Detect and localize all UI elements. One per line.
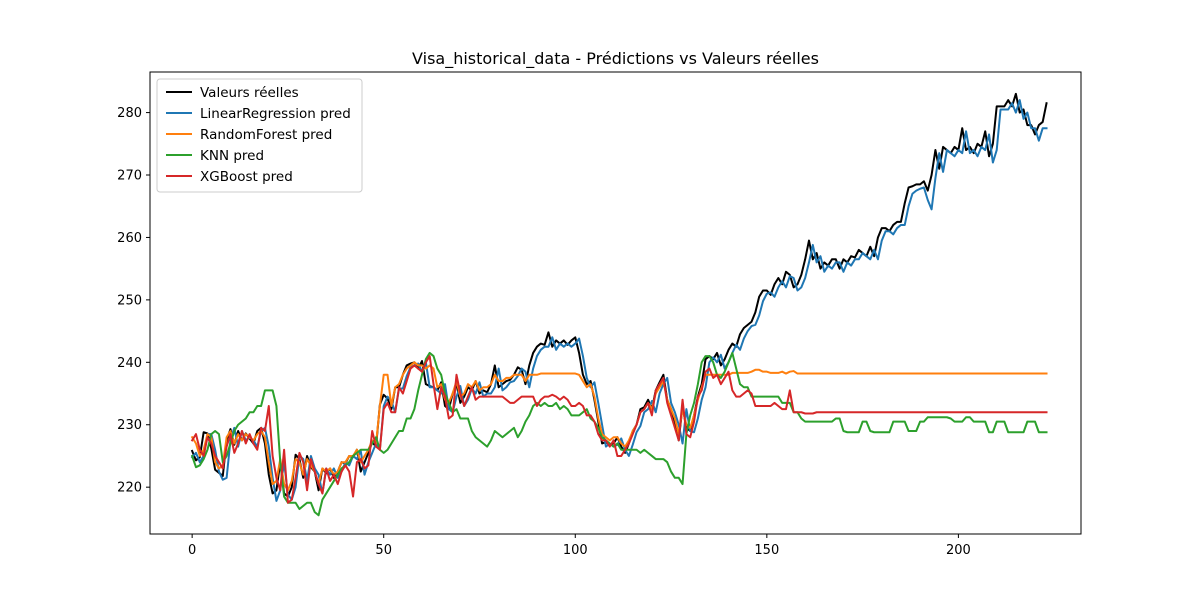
legend-label-0: Valeurs réelles — [200, 85, 299, 101]
legend-label-1: LinearRegression pred — [200, 106, 351, 122]
x-tick-label: 150 — [754, 543, 779, 558]
y-tick-label: 220 — [117, 481, 142, 496]
x-tick-label: 100 — [563, 543, 588, 558]
x-tick-label: 0 — [188, 543, 196, 558]
x-tick-label: 50 — [375, 543, 392, 558]
y-tick-label: 240 — [117, 356, 142, 371]
x-axis: 0 50 100 150 200 — [188, 534, 971, 558]
y-tick-label: 280 — [117, 106, 142, 121]
chart-title: Visa_historical_data - Prédictions vs Va… — [412, 49, 819, 69]
legend-label-2: RandomForest pred — [200, 127, 332, 143]
series-layer — [190, 92, 1048, 517]
y-tick-label: 260 — [117, 231, 142, 246]
y-tick-label: 250 — [117, 293, 142, 308]
legend-label-3: KNN pred — [200, 148, 264, 164]
legend-box — [156, 78, 363, 193]
y-tick-label: 270 — [117, 169, 142, 184]
y-tick-label: 230 — [117, 418, 142, 433]
legend: Valeurs réelles LinearRegression pred Rand… — [156, 78, 363, 193]
legend-label-4: XGBoost pred — [200, 169, 293, 185]
series-line-4 — [190, 355, 1048, 504]
y-axis: 220 230 240 250 260 270 280 — [117, 106, 150, 496]
series-line-3 — [190, 351, 1048, 517]
axes-frame — [149, 71, 1082, 535]
x-tick-label: 200 — [946, 543, 971, 558]
